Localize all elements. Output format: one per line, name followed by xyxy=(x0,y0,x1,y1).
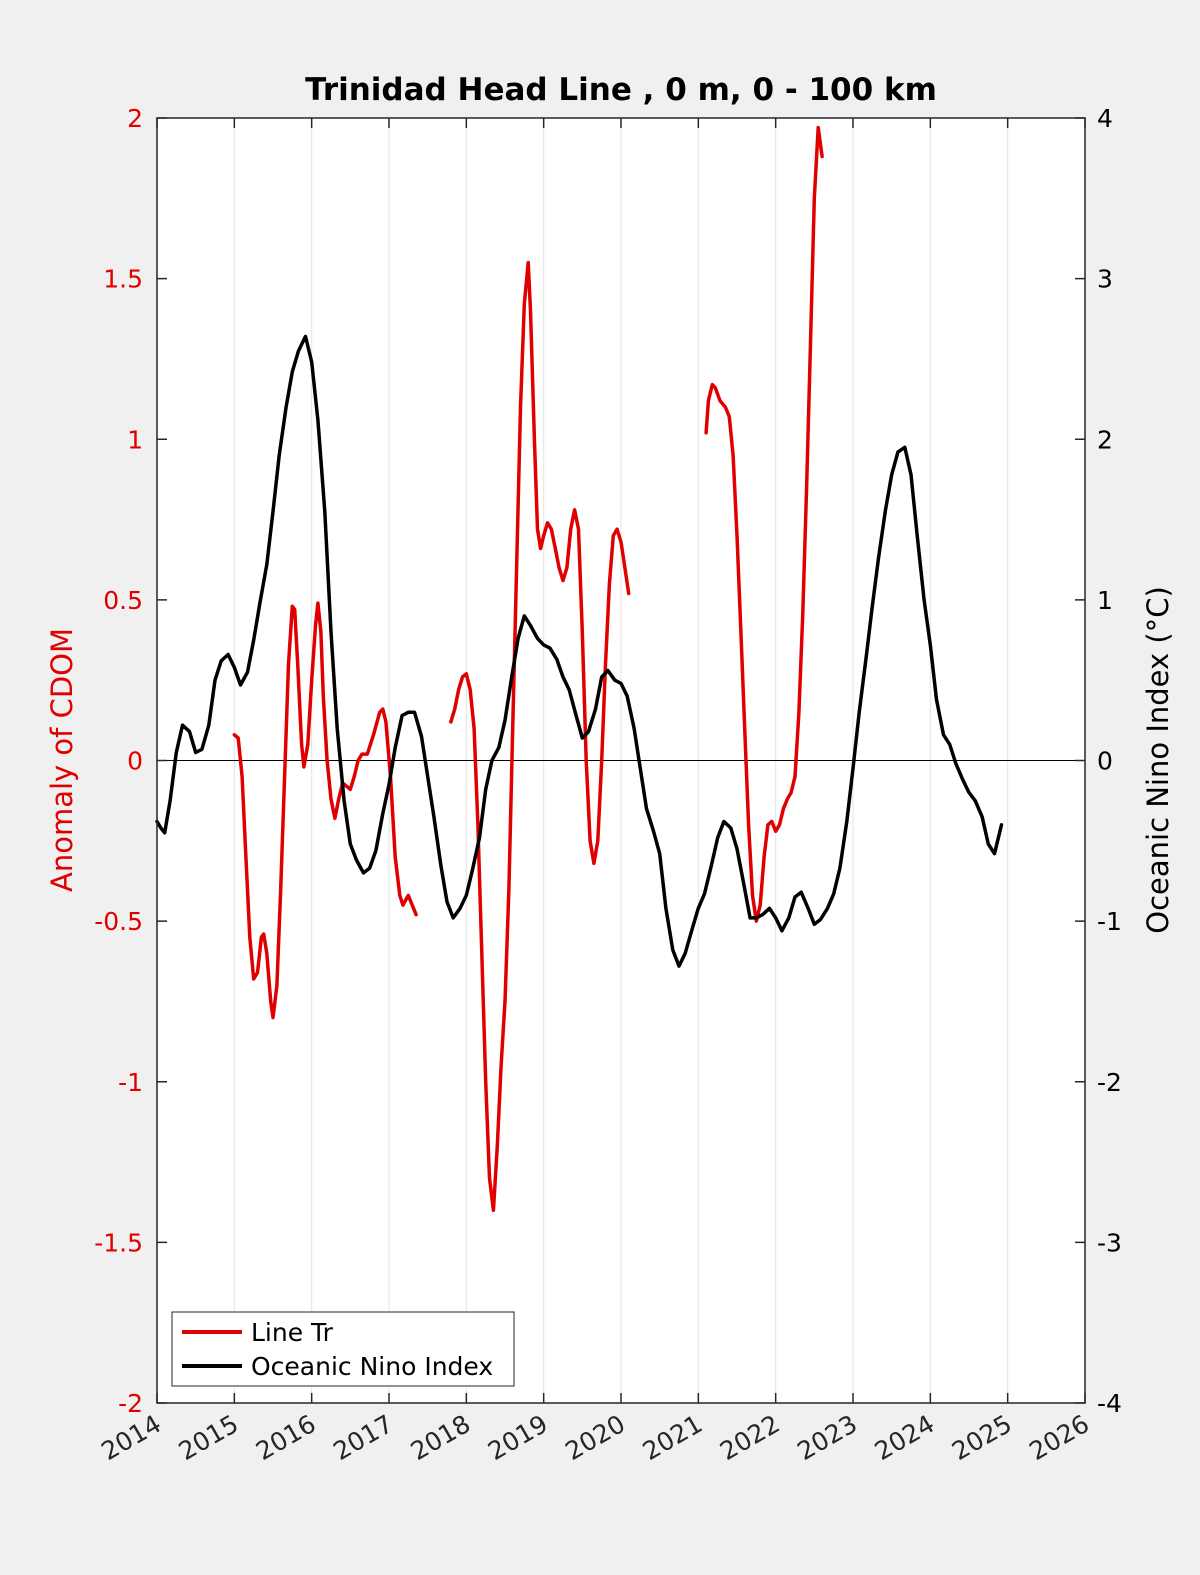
series-line-line-tr xyxy=(449,260,631,1213)
right-tick-label: 0 xyxy=(1097,747,1113,776)
left-tick-label: 1 xyxy=(127,425,143,454)
legend-label-line-tr: Line Tr xyxy=(251,1318,334,1347)
left-tick-label: 1.5 xyxy=(103,265,143,294)
left-tick-label: 0 xyxy=(127,747,143,776)
right-tick-label: -2 xyxy=(1097,1068,1122,1097)
series-line-oceanic-nino-index xyxy=(155,334,1004,968)
left-axis: 2 1.5 1 0.5 0 -0.5 -1 -1.5 -2 xyxy=(94,104,167,1418)
right-tick-label: 4 xyxy=(1097,104,1113,133)
left-tick-label: -2 xyxy=(118,1389,143,1418)
right-axis: 4 3 2 1 0 -1 -2 -3 -4 xyxy=(1075,104,1122,1418)
legend-box xyxy=(171,1311,515,1387)
right-tick-label: -4 xyxy=(1097,1389,1122,1418)
right-axis-label: Oceanic Nino Index (°C) xyxy=(1141,586,1175,934)
left-tick-label: 0.5 xyxy=(103,586,143,615)
series-line-line-tr xyxy=(232,601,418,1020)
right-tick-label: -3 xyxy=(1097,1228,1122,1257)
series-lines xyxy=(155,125,1004,1213)
right-tick-label: 2 xyxy=(1097,425,1113,454)
left-tick-label: -1 xyxy=(118,1068,143,1097)
left-axis-label: Anomaly of CDOM xyxy=(45,628,79,892)
left-tick-label: -0.5 xyxy=(94,907,143,936)
series-line-line-tr xyxy=(704,125,824,923)
right-tick-label: 1 xyxy=(1097,586,1113,615)
left-tick-label: -1.5 xyxy=(94,1228,143,1257)
legend: Line Tr Oceanic Nino Index xyxy=(171,1311,515,1387)
right-tick-label: 3 xyxy=(1097,265,1113,294)
legend-label-oni: Oceanic Nino Index xyxy=(251,1352,493,1381)
chart-title: Trinidad Head Line , 0 m, 0 - 100 km xyxy=(305,72,937,108)
right-tick-label: -1 xyxy=(1097,907,1122,936)
left-tick-label: 2 xyxy=(127,104,143,133)
